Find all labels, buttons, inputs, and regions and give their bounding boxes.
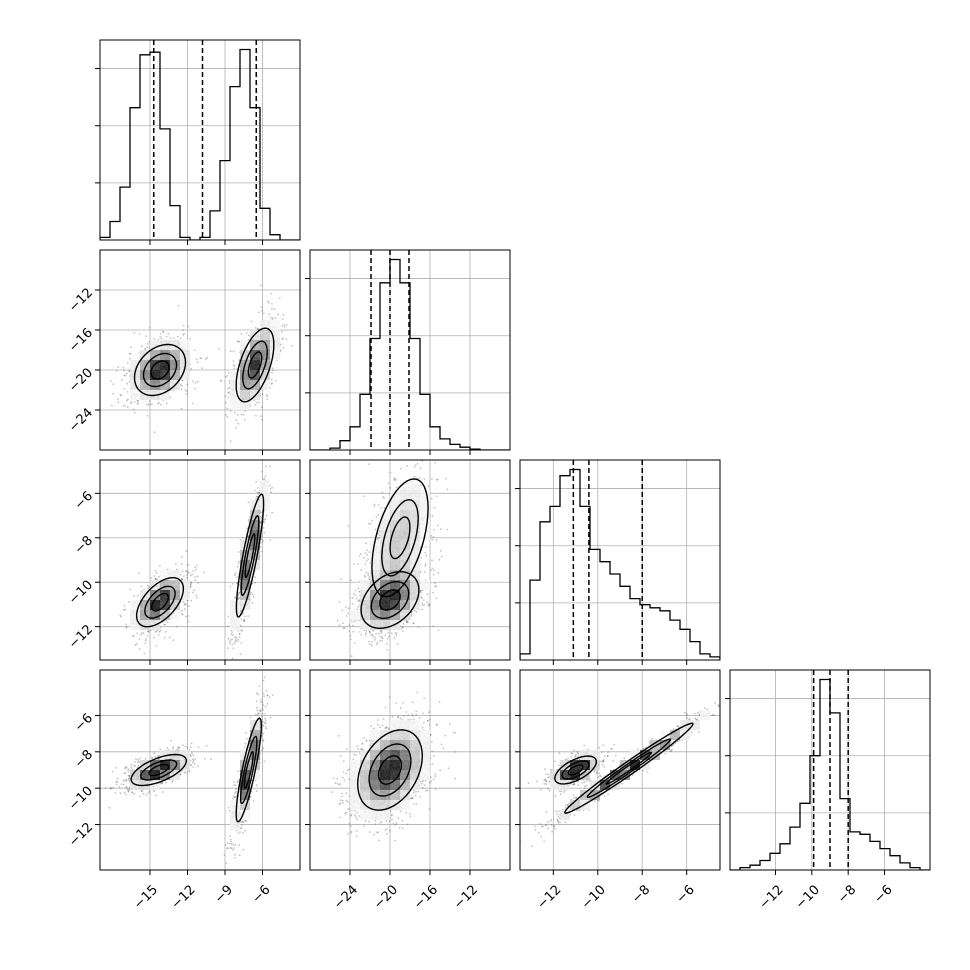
x-tick-label: −8 bbox=[835, 882, 859, 906]
x-tick-label: −9 bbox=[212, 882, 236, 906]
contour bbox=[554, 755, 598, 785]
panel-frame bbox=[309, 249, 511, 451]
contour bbox=[564, 722, 694, 814]
scatter-panel-3-2 bbox=[305, 459, 511, 665]
contour bbox=[567, 764, 584, 776]
contour bbox=[586, 738, 672, 799]
panel-frame bbox=[519, 669, 721, 871]
y-tick-label: −24 bbox=[66, 405, 96, 435]
contour-lines bbox=[130, 717, 263, 823]
panel-frame bbox=[309, 459, 511, 661]
x-tick-label: −20 bbox=[371, 882, 401, 912]
contour bbox=[561, 760, 590, 780]
y-tick-label: −16 bbox=[66, 325, 96, 355]
x-tick-label: −16 bbox=[411, 882, 441, 912]
histogram-step bbox=[310, 258, 510, 450]
contour bbox=[368, 743, 412, 797]
histogram-panel-4: −12 −10 −8 −6 bbox=[725, 669, 931, 913]
panel-background bbox=[100, 40, 300, 240]
contour bbox=[133, 343, 187, 397]
contour bbox=[389, 516, 411, 560]
panel-frame bbox=[99, 39, 301, 241]
contour-lines bbox=[360, 478, 429, 630]
contour bbox=[135, 577, 185, 628]
histogram-panel-2 bbox=[305, 249, 511, 455]
y-tick-label: −8 bbox=[72, 533, 96, 557]
contour-lines bbox=[133, 327, 275, 403]
contour-lines bbox=[135, 493, 265, 628]
contour bbox=[150, 360, 170, 380]
contour-lines bbox=[554, 722, 694, 814]
contour bbox=[605, 751, 653, 785]
scatter-panel-2-1: −24 −20 −16 −12 bbox=[66, 249, 301, 455]
panel-frame bbox=[99, 249, 301, 451]
x-tick-label: −8 bbox=[629, 882, 653, 906]
scatter-panel-3-1: −12 −10 −8 −6 bbox=[66, 459, 301, 665]
contour bbox=[148, 763, 170, 777]
y-tick-label: −6 bbox=[72, 489, 96, 513]
contour bbox=[381, 498, 419, 577]
histogram-step bbox=[100, 48, 300, 240]
x-tick-label: −12 bbox=[534, 882, 564, 912]
x-tick-label: −6 bbox=[674, 882, 698, 906]
y-tick-label: −12 bbox=[66, 622, 96, 652]
panel-frame bbox=[309, 669, 511, 871]
scatter-panel-4-1: −15 −12 −9 −6 −12 −10 −8 −6 bbox=[66, 669, 301, 913]
x-tick-label: −6 bbox=[871, 882, 895, 906]
contour bbox=[247, 351, 263, 379]
y-tick-label: −20 bbox=[66, 365, 96, 395]
x-tick-label: −24 bbox=[331, 882, 361, 912]
scatter-panel-4-2: −24 −20 −16 −12 bbox=[305, 669, 511, 913]
contour bbox=[242, 340, 268, 390]
contour bbox=[144, 585, 176, 619]
contour bbox=[240, 514, 260, 597]
x-tick-label: −12 bbox=[451, 882, 481, 912]
y-tick-label: −12 bbox=[66, 285, 96, 315]
contour bbox=[235, 327, 275, 403]
contour bbox=[142, 352, 178, 388]
contour bbox=[371, 478, 429, 598]
contour bbox=[239, 735, 258, 805]
panel-frame bbox=[99, 459, 301, 661]
contour bbox=[235, 493, 265, 618]
scatter-panel-4-3: −12 −10 −8 −6 bbox=[515, 669, 721, 913]
y-tick-label: −6 bbox=[72, 711, 96, 735]
contour bbox=[379, 589, 401, 611]
y-tick-label: −10 bbox=[66, 784, 96, 814]
contour-lines bbox=[356, 729, 424, 811]
panel-background bbox=[310, 250, 510, 450]
contour bbox=[356, 729, 424, 811]
panel-frame bbox=[99, 669, 301, 871]
histogram-panel-1 bbox=[95, 39, 301, 245]
histogram-step bbox=[520, 468, 720, 660]
x-tick-label: −12 bbox=[169, 882, 199, 912]
contour bbox=[130, 753, 188, 787]
contour bbox=[243, 750, 254, 790]
contour bbox=[370, 580, 410, 620]
x-tick-label: −12 bbox=[757, 882, 787, 912]
y-tick-label: −8 bbox=[72, 747, 96, 771]
contour bbox=[151, 592, 170, 612]
contour bbox=[377, 755, 403, 785]
contour bbox=[244, 533, 256, 578]
y-tick-label: −12 bbox=[66, 820, 96, 850]
contour bbox=[235, 717, 263, 823]
panel-frame bbox=[519, 459, 721, 661]
contour bbox=[360, 570, 420, 630]
contour bbox=[140, 759, 178, 781]
y-tick-label: −10 bbox=[66, 578, 96, 608]
x-tick-label: −15 bbox=[131, 882, 161, 912]
x-tick-label: −10 bbox=[793, 882, 823, 912]
x-tick-label: −10 bbox=[579, 882, 609, 912]
x-tick-label: −6 bbox=[249, 882, 273, 906]
panel-frame bbox=[729, 669, 931, 871]
histogram-panel-3 bbox=[515, 459, 721, 665]
